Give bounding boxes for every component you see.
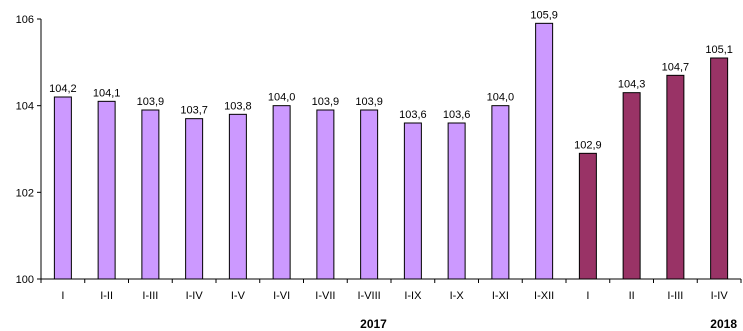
chart-bars [53,22,729,280]
bar [53,96,72,280]
data-label: 103,8 [224,100,252,112]
bar [141,109,160,280]
data-label: 104,3 [618,79,646,91]
bar [403,122,422,280]
category-label: II [629,290,635,302]
data-label: 103,9 [137,96,165,108]
data-label: 103,9 [312,96,340,108]
category-label: I-XI [492,290,509,302]
category-label: I-VII [315,290,335,302]
bar [97,100,116,280]
category-label: I-IX [404,290,422,302]
category-label: I-IV [186,290,204,302]
bar [622,92,641,280]
data-label: 104,2 [49,83,77,95]
category-label: I [61,290,64,302]
bar [666,74,685,280]
bar [491,105,510,280]
data-label: 105,1 [705,44,733,56]
category-label: I-VI [273,290,290,302]
category-label: I-VIII [358,290,381,302]
category-label: I-II [100,290,113,302]
bar [272,105,291,280]
category-label: I-XII [534,290,554,302]
category-label: I-III [142,290,158,302]
bar [185,118,204,280]
category-label: I [586,290,589,302]
bar [316,109,335,280]
group-label: 2018 [710,317,737,331]
data-label: 105,9 [530,9,558,21]
data-label: 103,6 [399,109,427,121]
category-label: I-III [667,290,683,302]
category-label: I-X [450,290,465,302]
bar [578,152,597,280]
bar [360,109,379,280]
data-label: 103,7 [180,105,208,117]
y-tick-label: 106 [16,14,34,26]
data-label: 104,0 [268,92,296,104]
group-label: 2017 [360,317,387,331]
category-label: I-V [231,290,246,302]
y-tick-label: 100 [16,274,34,286]
data-label: 103,9 [355,96,383,108]
y-tick-label: 104 [16,101,34,113]
bar [535,22,554,280]
data-label: 104,0 [487,92,515,104]
data-label: 102,9 [574,139,602,151]
data-label: 104,7 [662,61,690,73]
category-label: I-IV [711,290,729,302]
y-tick-label: 102 [16,187,34,199]
bar [447,122,466,280]
data-label: 103,6 [443,109,471,121]
chart-labels: 104,2 I 104,1 I-II 103,9 I-III 103,7 I-IV 103,8 I… [49,9,737,331]
bar [228,113,247,280]
bar [710,57,729,280]
data-label: 104,1 [93,87,121,99]
